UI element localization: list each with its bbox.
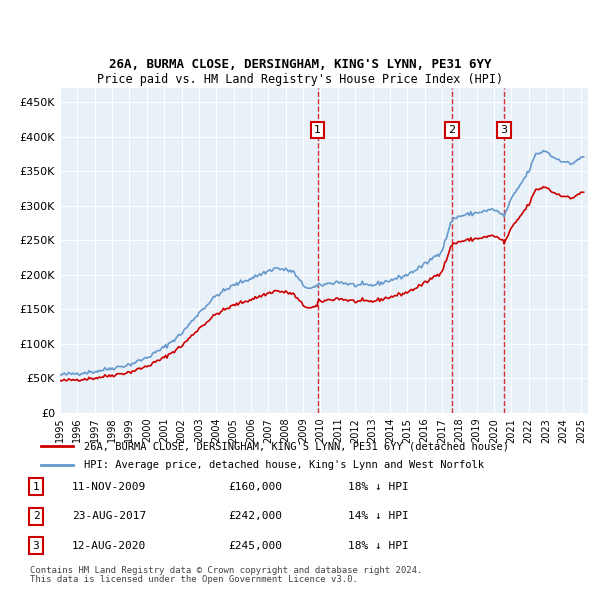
Text: 14% ↓ HPI: 14% ↓ HPI bbox=[348, 512, 409, 521]
Text: Contains HM Land Registry data © Crown copyright and database right 2024.: Contains HM Land Registry data © Crown c… bbox=[30, 566, 422, 575]
Text: 1: 1 bbox=[32, 482, 40, 491]
Text: 26A, BURMA CLOSE, DERSINGHAM, KING'S LYNN, PE31 6YY (detached house): 26A, BURMA CLOSE, DERSINGHAM, KING'S LYN… bbox=[84, 441, 509, 451]
Text: HPI: Average price, detached house, King's Lynn and West Norfolk: HPI: Average price, detached house, King… bbox=[84, 460, 484, 470]
Text: £160,000: £160,000 bbox=[228, 482, 282, 491]
Text: 2: 2 bbox=[448, 125, 455, 135]
Text: This data is licensed under the Open Government Licence v3.0.: This data is licensed under the Open Gov… bbox=[30, 575, 358, 584]
Text: 1: 1 bbox=[314, 125, 321, 135]
Text: 2: 2 bbox=[32, 512, 40, 521]
Text: £242,000: £242,000 bbox=[228, 512, 282, 521]
Text: £245,000: £245,000 bbox=[228, 541, 282, 550]
Text: 3: 3 bbox=[500, 125, 508, 135]
Text: 18% ↓ HPI: 18% ↓ HPI bbox=[348, 482, 409, 491]
Text: 23-AUG-2017: 23-AUG-2017 bbox=[72, 512, 146, 521]
Text: 18% ↓ HPI: 18% ↓ HPI bbox=[348, 541, 409, 550]
Text: Price paid vs. HM Land Registry's House Price Index (HPI): Price paid vs. HM Land Registry's House … bbox=[97, 73, 503, 86]
Text: 3: 3 bbox=[32, 541, 40, 550]
Text: 11-NOV-2009: 11-NOV-2009 bbox=[72, 482, 146, 491]
Text: 12-AUG-2020: 12-AUG-2020 bbox=[72, 541, 146, 550]
Text: 26A, BURMA CLOSE, DERSINGHAM, KING'S LYNN, PE31 6YY: 26A, BURMA CLOSE, DERSINGHAM, KING'S LYN… bbox=[109, 58, 491, 71]
